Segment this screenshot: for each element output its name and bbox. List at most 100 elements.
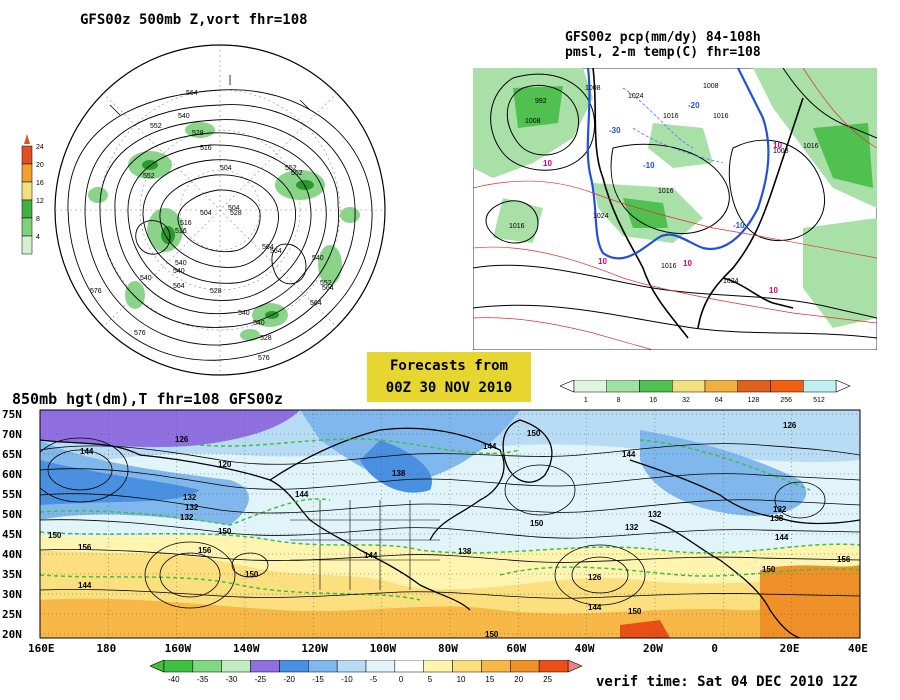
colorbar-swatch (21, 145, 33, 165)
h850-contour-label: 126 (783, 421, 797, 430)
hem-contour-label: 552 (285, 165, 297, 172)
precip-isobar-label: 1008 (773, 148, 789, 155)
colorbar-label: -40 (168, 675, 180, 684)
precip-isobar-label: 992 (535, 98, 547, 105)
precip-isobar-label: 1016 (663, 113, 679, 120)
colorbar-swatch (770, 380, 804, 393)
colorbar-label: 256 (780, 397, 792, 404)
precip-title: GFS00z pcp(mm/dy) 84-108h pmsl, 2-m temp… (565, 30, 761, 60)
hem-contour-label: 552 (291, 170, 303, 177)
colorbar-left-arrow-icon (150, 660, 165, 673)
h850-contour-label: 138 (458, 547, 472, 556)
colorbar-swatch (573, 380, 607, 393)
colorbar-label: -10 (341, 675, 353, 684)
precip-isobar-label: 1016 (803, 143, 819, 150)
h850-contour-label: 144 (622, 450, 636, 459)
forecast-banner-line1: Forecasts from (389, 358, 508, 374)
h850-contour-label: 132 (773, 505, 787, 514)
hem-contour-label: 516 (175, 228, 187, 235)
precip-temp-label: 10 (598, 257, 607, 266)
colorbar-swatch (365, 660, 396, 673)
precip-temp-label: -10 (733, 221, 745, 230)
h850-map: 144 126 120 132 132 150 156 150 144 138 … (2, 408, 868, 655)
h850-contour-label: 150 (485, 630, 499, 639)
colorbar-swatch (336, 660, 367, 673)
h850-contour-label: 132 (648, 510, 662, 519)
colorbar-swatch (481, 660, 511, 673)
precip-temp-label: 10 (683, 259, 692, 268)
h850-contour-label: 126 (588, 573, 602, 582)
colorbar-label: 0 (399, 675, 404, 684)
hem-contour-label: 552 (150, 123, 162, 130)
hem-contour-label: 552 (143, 173, 155, 180)
colorbar-label: 16 (649, 397, 657, 404)
h850-contour-label: 144 (775, 533, 789, 542)
hem-contour-label: 564 (322, 285, 334, 292)
hemisphere-map: 564 552 540 528 516 504 564 552 576 564 … (54, 44, 386, 376)
longitude-label: 20W (643, 642, 663, 655)
hem-contour-label: 540 (178, 113, 190, 120)
precip-isobar-label: 1016 (661, 263, 677, 270)
forecast-banner-line2: 00Z 30 NOV 2010 (385, 380, 513, 396)
longitude-label: 40E (848, 642, 868, 655)
h850-contour-label: 150 (628, 607, 642, 616)
hemisphere-title: GFS00z 500mb Z,vort fhr=108 (80, 12, 308, 28)
precip-temp-label: -20 (688, 101, 700, 110)
colorbar-swatch (510, 660, 540, 673)
latitude-label: 55N (2, 488, 22, 501)
colorbar-label: -15 (312, 675, 324, 684)
precip-temp-label: -30 (609, 126, 621, 135)
latitude-label: 60N (2, 468, 22, 481)
hem-contour-label: 504 (200, 210, 212, 217)
precip-temp-label: 10 (543, 159, 552, 168)
h850-contour-label: 144 (364, 551, 378, 560)
longitude-label: 40W (575, 642, 595, 655)
h850-contour-label: 138 (392, 469, 406, 478)
precip-isobar-label: 1016 (509, 223, 525, 230)
hem-contour-label: 552 (320, 280, 332, 287)
precip-temp-label: 10 (773, 141, 782, 150)
hem-contour-label: 540 (173, 268, 185, 275)
colorbar-label: 20 (514, 675, 523, 684)
precip-isobar-label: 1008 (525, 118, 541, 125)
colorbar-right-arrow-icon (835, 380, 851, 393)
precip-temp-label: 10 (769, 286, 778, 295)
colorbar-swatch (538, 660, 569, 673)
latitude-label: 40N (2, 548, 22, 561)
hem-contour-label: 564 (173, 283, 185, 290)
latitude-label: 30N (2, 588, 22, 601)
longitude-label: 20E (780, 642, 800, 655)
colorbar-swatch (21, 199, 33, 219)
colorbar-swatch (737, 380, 771, 393)
colorbar-swatch (279, 660, 309, 673)
colorbar-swatch (308, 660, 338, 673)
precip-isobar-label: 1024 (628, 93, 644, 100)
latitude-label: 50N (2, 508, 22, 521)
precip-title-line1: GFS00z pcp(mm/dy) 84-108h (565, 30, 761, 45)
h850-contour-label: 144 (80, 447, 94, 456)
precip-temp-label: -10 (643, 161, 655, 170)
h850-contour-label: 126 (175, 435, 189, 444)
colorbar-arrow-icon (24, 134, 30, 144)
hem-contour-label: 564 (262, 244, 274, 251)
latitude-label: 35N (2, 568, 22, 581)
h850-contour-label: 150 (530, 519, 544, 528)
longitude-label: 60W (506, 642, 526, 655)
colorbar-swatch (21, 181, 33, 201)
precip-isobar-label: 1024 (723, 278, 739, 285)
hem-contour-label: 540 (238, 310, 250, 317)
hem-contour-label: 576 (134, 330, 146, 337)
h850-contour-label: 138 (770, 514, 784, 523)
hem-contour-label: 564 (270, 248, 282, 255)
longitude-label: 160W (165, 642, 192, 655)
colorbar-swatch (639, 380, 673, 393)
colorbar-swatch (163, 660, 194, 673)
h850-contour-label: 132 (185, 503, 199, 512)
hem-contour-label: 516 (180, 220, 192, 227)
h850-contour-label: 132 (625, 523, 639, 532)
verification-time: verif time: Sat 04 DEC 2010 12Z (596, 674, 858, 690)
latitude-label: 75N (2, 408, 22, 421)
h850-contour-label: 150 (762, 565, 776, 574)
precip-map: 992 1008 1024 1016 1008 1016 1024 1016 1… (473, 68, 877, 350)
hem-contour-label: 516 (200, 145, 212, 152)
